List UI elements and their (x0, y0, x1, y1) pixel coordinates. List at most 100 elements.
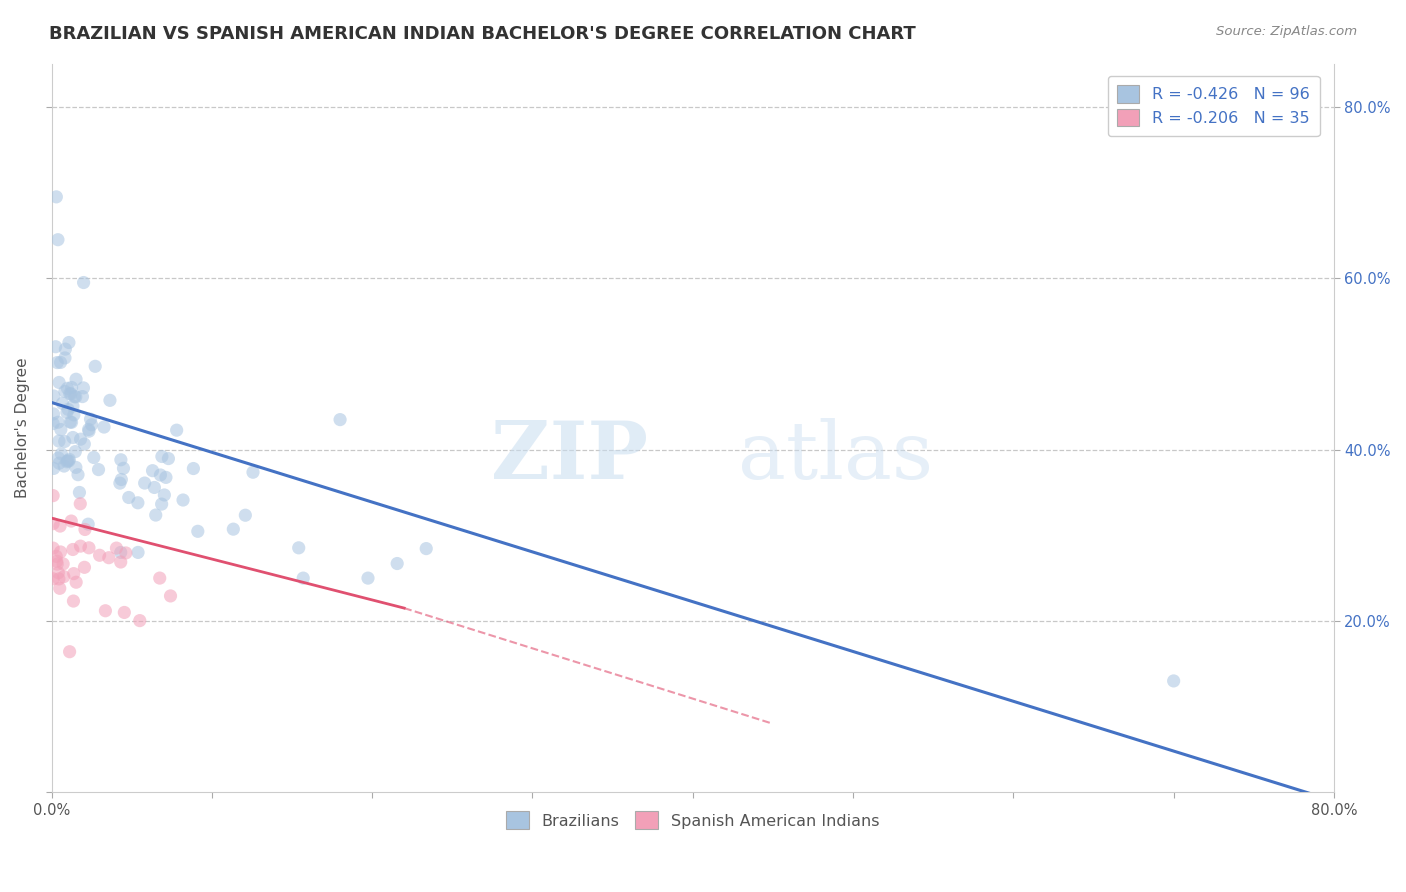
Point (62, 566, 84, 581)
Point (415, 541, 437, 556)
Point (118, 491, 141, 505)
Point (42, 541, 65, 555)
Point (89, 549, 111, 563)
Point (73, 560, 96, 574)
Point (65, 575, 87, 590)
Point (72, 276, 94, 290)
Point (59, 386, 82, 401)
Point (52, 569, 75, 583)
Point (157, 451, 180, 466)
Point (69, 432, 91, 446)
Point (110, 452, 132, 467)
Point (59, 415, 82, 429)
Point (42, 572, 65, 586)
Point (166, 423, 188, 437)
Point (46, 355, 69, 369)
Point (292, 571, 315, 585)
Point (56, 405, 79, 419)
Point (49, 423, 72, 437)
Point (72, 390, 94, 404)
Point (63, 408, 86, 422)
Point (149, 468, 172, 483)
Point (93, 420, 115, 434)
Point (60, 514, 83, 528)
Point (73, 523, 96, 537)
Point (62, 399, 84, 413)
Point (141, 464, 163, 478)
Point (65, 372, 87, 386)
Point (72, 381, 94, 395)
Point (287, 541, 309, 555)
Point (65, 444, 87, 458)
Point (65, 390, 87, 404)
Point (42, 461, 65, 475)
Point (143, 480, 166, 494)
Point (59, 386, 82, 401)
Point (80, 417, 103, 432)
Point (115, 546, 138, 560)
Text: Source: ZipAtlas.com: Source: ZipAtlas.com (1216, 25, 1357, 38)
Point (48, 582, 70, 596)
Point (46, 233, 69, 247)
Point (62, 594, 84, 608)
Y-axis label: Bachelor's Degree: Bachelor's Degree (15, 358, 30, 499)
Point (150, 497, 173, 511)
Point (65, 460, 87, 475)
Point (45, 549, 67, 564)
Text: atlas: atlas (738, 418, 932, 496)
Point (46, 557, 69, 571)
Point (58, 452, 80, 467)
Point (149, 571, 172, 585)
Point (108, 476, 131, 491)
Point (62, 430, 84, 444)
Point (49, 355, 72, 369)
Point (329, 412, 352, 426)
Point (83, 450, 105, 465)
Point (134, 476, 156, 491)
Text: BRAZILIAN VS SPANISH AMERICAN INDIAN BACHELOR'S DEGREE CORRELATION CHART: BRAZILIAN VS SPANISH AMERICAN INDIAN BAC… (49, 25, 915, 43)
Point (233, 508, 256, 523)
Point (53, 384, 76, 399)
Point (49, 545, 72, 559)
Point (77, 541, 100, 555)
Point (159, 589, 181, 603)
Point (51, 396, 73, 410)
Point (56, 402, 79, 417)
Point (42, 489, 65, 503)
Point (42, 417, 65, 431)
Point (357, 571, 380, 585)
Point (53, 458, 76, 473)
Point (127, 496, 149, 510)
Point (48, 456, 70, 470)
Point (128, 614, 150, 628)
Point (48, 450, 70, 465)
Point (97, 550, 120, 565)
Point (49, 519, 72, 533)
Point (48, 376, 70, 390)
Point (1163, 673, 1185, 688)
Point (58, 335, 80, 350)
Point (48, 434, 70, 449)
Point (66, 467, 89, 482)
Point (187, 524, 209, 539)
Point (172, 493, 194, 508)
Point (69, 539, 91, 553)
Point (56, 454, 79, 468)
Point (105, 541, 128, 555)
Point (67, 485, 90, 500)
Point (150, 450, 173, 464)
Point (79, 412, 101, 426)
Point (84, 359, 107, 374)
Point (183, 461, 205, 475)
Point (48, 572, 70, 586)
Point (42, 389, 65, 403)
Point (63, 390, 86, 404)
Point (42, 516, 65, 531)
Point (56, 455, 79, 469)
Point (112, 461, 135, 475)
Point (112, 606, 135, 620)
Point (53, 351, 76, 365)
Point (46, 415, 69, 429)
Point (77, 517, 100, 532)
Point (127, 545, 149, 559)
